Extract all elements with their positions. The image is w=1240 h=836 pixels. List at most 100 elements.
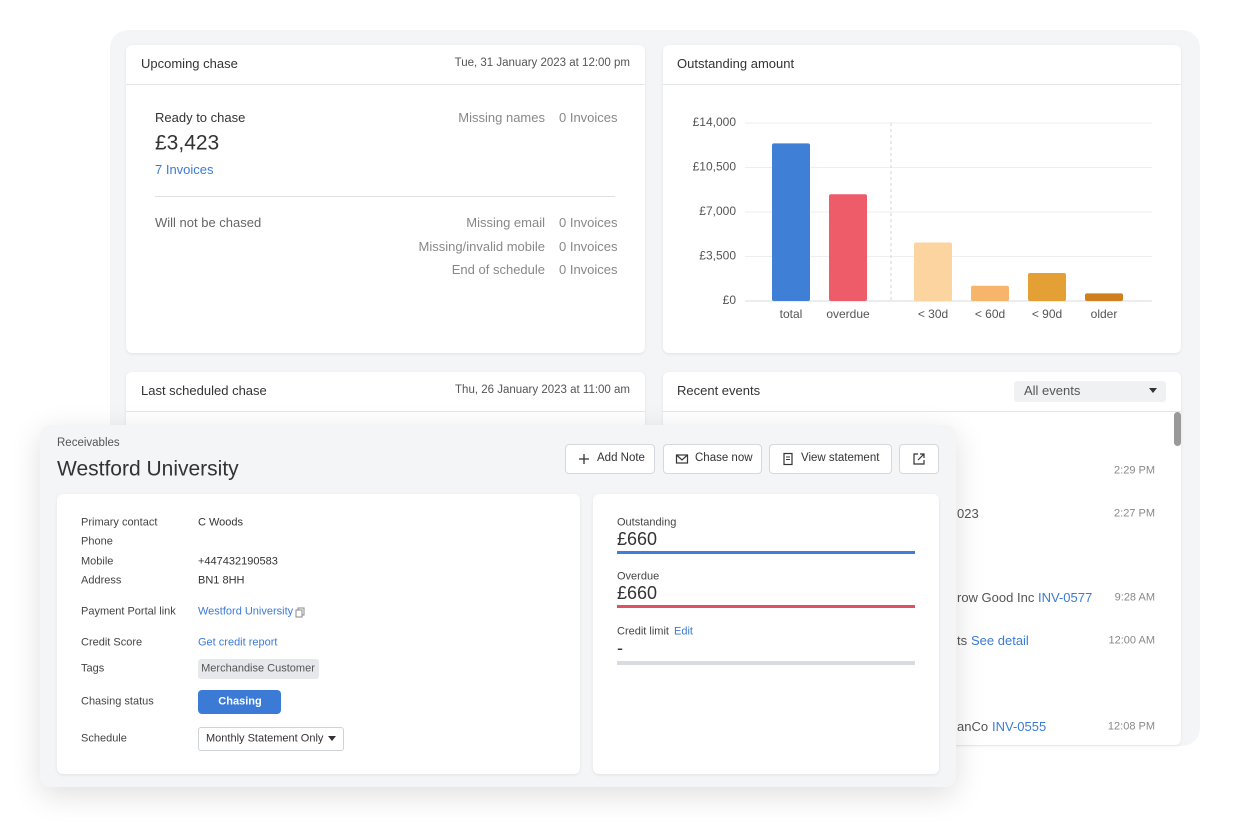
summary-action[interactable]: Edit [674, 625, 693, 638]
event-text: row Good Inc [957, 590, 1035, 606]
detail-label: Chasing status [81, 695, 154, 708]
event-time: 12:00 AM [1108, 634, 1155, 647]
not-chased-label: Will not be chased [155, 215, 262, 231]
action-button[interactable] [565, 444, 655, 474]
summary-value: £660 [617, 583, 658, 604]
external-icon [913, 453, 925, 465]
event-time: 9:28 AM [1114, 591, 1155, 604]
credit-link[interactable]: Get credit report [198, 636, 278, 649]
bar [914, 242, 952, 301]
invoices-link[interactable]: 7 Invoices [155, 162, 214, 178]
bar [829, 194, 867, 301]
detail-value: BN1 8HH [198, 574, 245, 587]
event-link[interactable]: INV-0577 [1038, 590, 1093, 606]
ready-amount: £3,423 [155, 131, 220, 155]
detail-label: Mobile [81, 555, 114, 568]
scrollbar [1174, 412, 1181, 446]
event-time: 12:08 PM [1107, 720, 1155, 733]
action-button[interactable] [663, 444, 762, 474]
button-icon [675, 454, 689, 464]
button-icon [783, 452, 793, 466]
y-tick-label: £0 [723, 293, 737, 307]
x-tick-label: overdue [826, 307, 870, 321]
card-date: Tue, 31 January 2023 at 12:00 pm [454, 57, 630, 70]
card-title: Upcoming chase [141, 56, 238, 72]
divider [126, 411, 645, 412]
x-tick-label: < 60d [975, 307, 1005, 321]
x-tick-label: < 30d [918, 307, 948, 321]
missing-value: 0 Invoices [559, 215, 618, 231]
missing-value: 0 Invoices [559, 239, 618, 255]
detail-value: +447432190583 [198, 555, 278, 568]
divider [663, 411, 1181, 412]
summary-label: Credit limit [617, 625, 669, 638]
missing-value: 0 Invoices [559, 110, 618, 126]
schedule-select[interactable] [198, 727, 344, 751]
bar [971, 285, 1009, 301]
summary-value: £660 [617, 529, 658, 550]
button-label[interactable]: View statement [801, 452, 880, 465]
event-text: ts [957, 633, 968, 649]
detail-label: Phone [81, 535, 113, 548]
button-label[interactable]: Chase now [695, 452, 753, 465]
card-title: Recent events [677, 383, 761, 399]
summary-bar [617, 605, 915, 608]
breadcrumb: Receivables [57, 437, 120, 450]
detail-label: Schedule [81, 732, 127, 745]
event-text: anCo [957, 719, 989, 735]
upcoming-chase-card [126, 45, 645, 353]
button-label[interactable]: Add Note [597, 452, 645, 465]
missing-label: Missing/invalid mobile [418, 239, 545, 255]
y-tick-label: £14,000 [693, 115, 737, 129]
event-time: 2:29 PM [1114, 464, 1155, 477]
detail-label: Payment Portal link [81, 605, 176, 618]
detail-value: C Woods [198, 516, 244, 529]
missing-value: 0 Invoices [559, 262, 618, 278]
bar [772, 143, 810, 301]
filter-dropdown[interactable] [1014, 381, 1166, 402]
copy-icon [295, 607, 305, 618]
y-tick-label: £7,000 [699, 204, 736, 218]
chart: £0 £3,500 £7,000 £10,500 £14,000 total overdue… [693, 115, 1152, 321]
x-tick-label: older [1091, 307, 1118, 321]
tag: Merchandise Customer [201, 662, 315, 675]
y-tick-label: £3,500 [699, 249, 736, 263]
filter-value[interactable]: All events [1024, 383, 1081, 399]
summary-value: - [617, 638, 623, 659]
summary-bar [617, 551, 915, 554]
detail-label: Address [81, 574, 122, 587]
portal-link[interactable]: Westford University [198, 605, 294, 618]
tag-pill [198, 659, 319, 679]
x-tick-label: < 90d [1032, 307, 1062, 321]
caret [1149, 388, 1157, 393]
bar [1028, 273, 1066, 301]
card-title: Last scheduled chase [141, 383, 267, 399]
summary-bar [617, 661, 915, 665]
event-text: 023 [957, 506, 979, 522]
missing-label: Missing names [458, 110, 545, 126]
detail-label: Credit Score [81, 636, 143, 649]
summary-label: Outstanding [617, 516, 677, 529]
missing-label: Missing email [466, 215, 545, 231]
event-link[interactable]: See detail [971, 633, 1029, 649]
detail-label: Tags [81, 662, 105, 675]
button-icon [579, 454, 589, 464]
caret [328, 736, 336, 741]
customer-name: Westford University [57, 457, 239, 481]
ready-label: Ready to chase [155, 110, 246, 126]
card-date: Thu, 26 January 2023 at 11:00 am [455, 384, 630, 397]
divider [663, 84, 1181, 85]
event-time: 2:27 PM [1114, 507, 1155, 520]
bar [1085, 293, 1123, 301]
status-button[interactable] [198, 690, 281, 714]
missing-label: End of schedule [451, 262, 545, 278]
divider [155, 196, 615, 197]
detail-label: Primary contact [81, 516, 158, 529]
summary-label: Overdue [617, 570, 660, 583]
status-label[interactable]: Chasing [218, 695, 262, 708]
outstanding-card [663, 45, 1181, 353]
schedule-value[interactable]: Monthly Statement Only [206, 732, 324, 745]
event-link[interactable]: INV-0555 [992, 719, 1047, 735]
summary-card [593, 494, 939, 774]
